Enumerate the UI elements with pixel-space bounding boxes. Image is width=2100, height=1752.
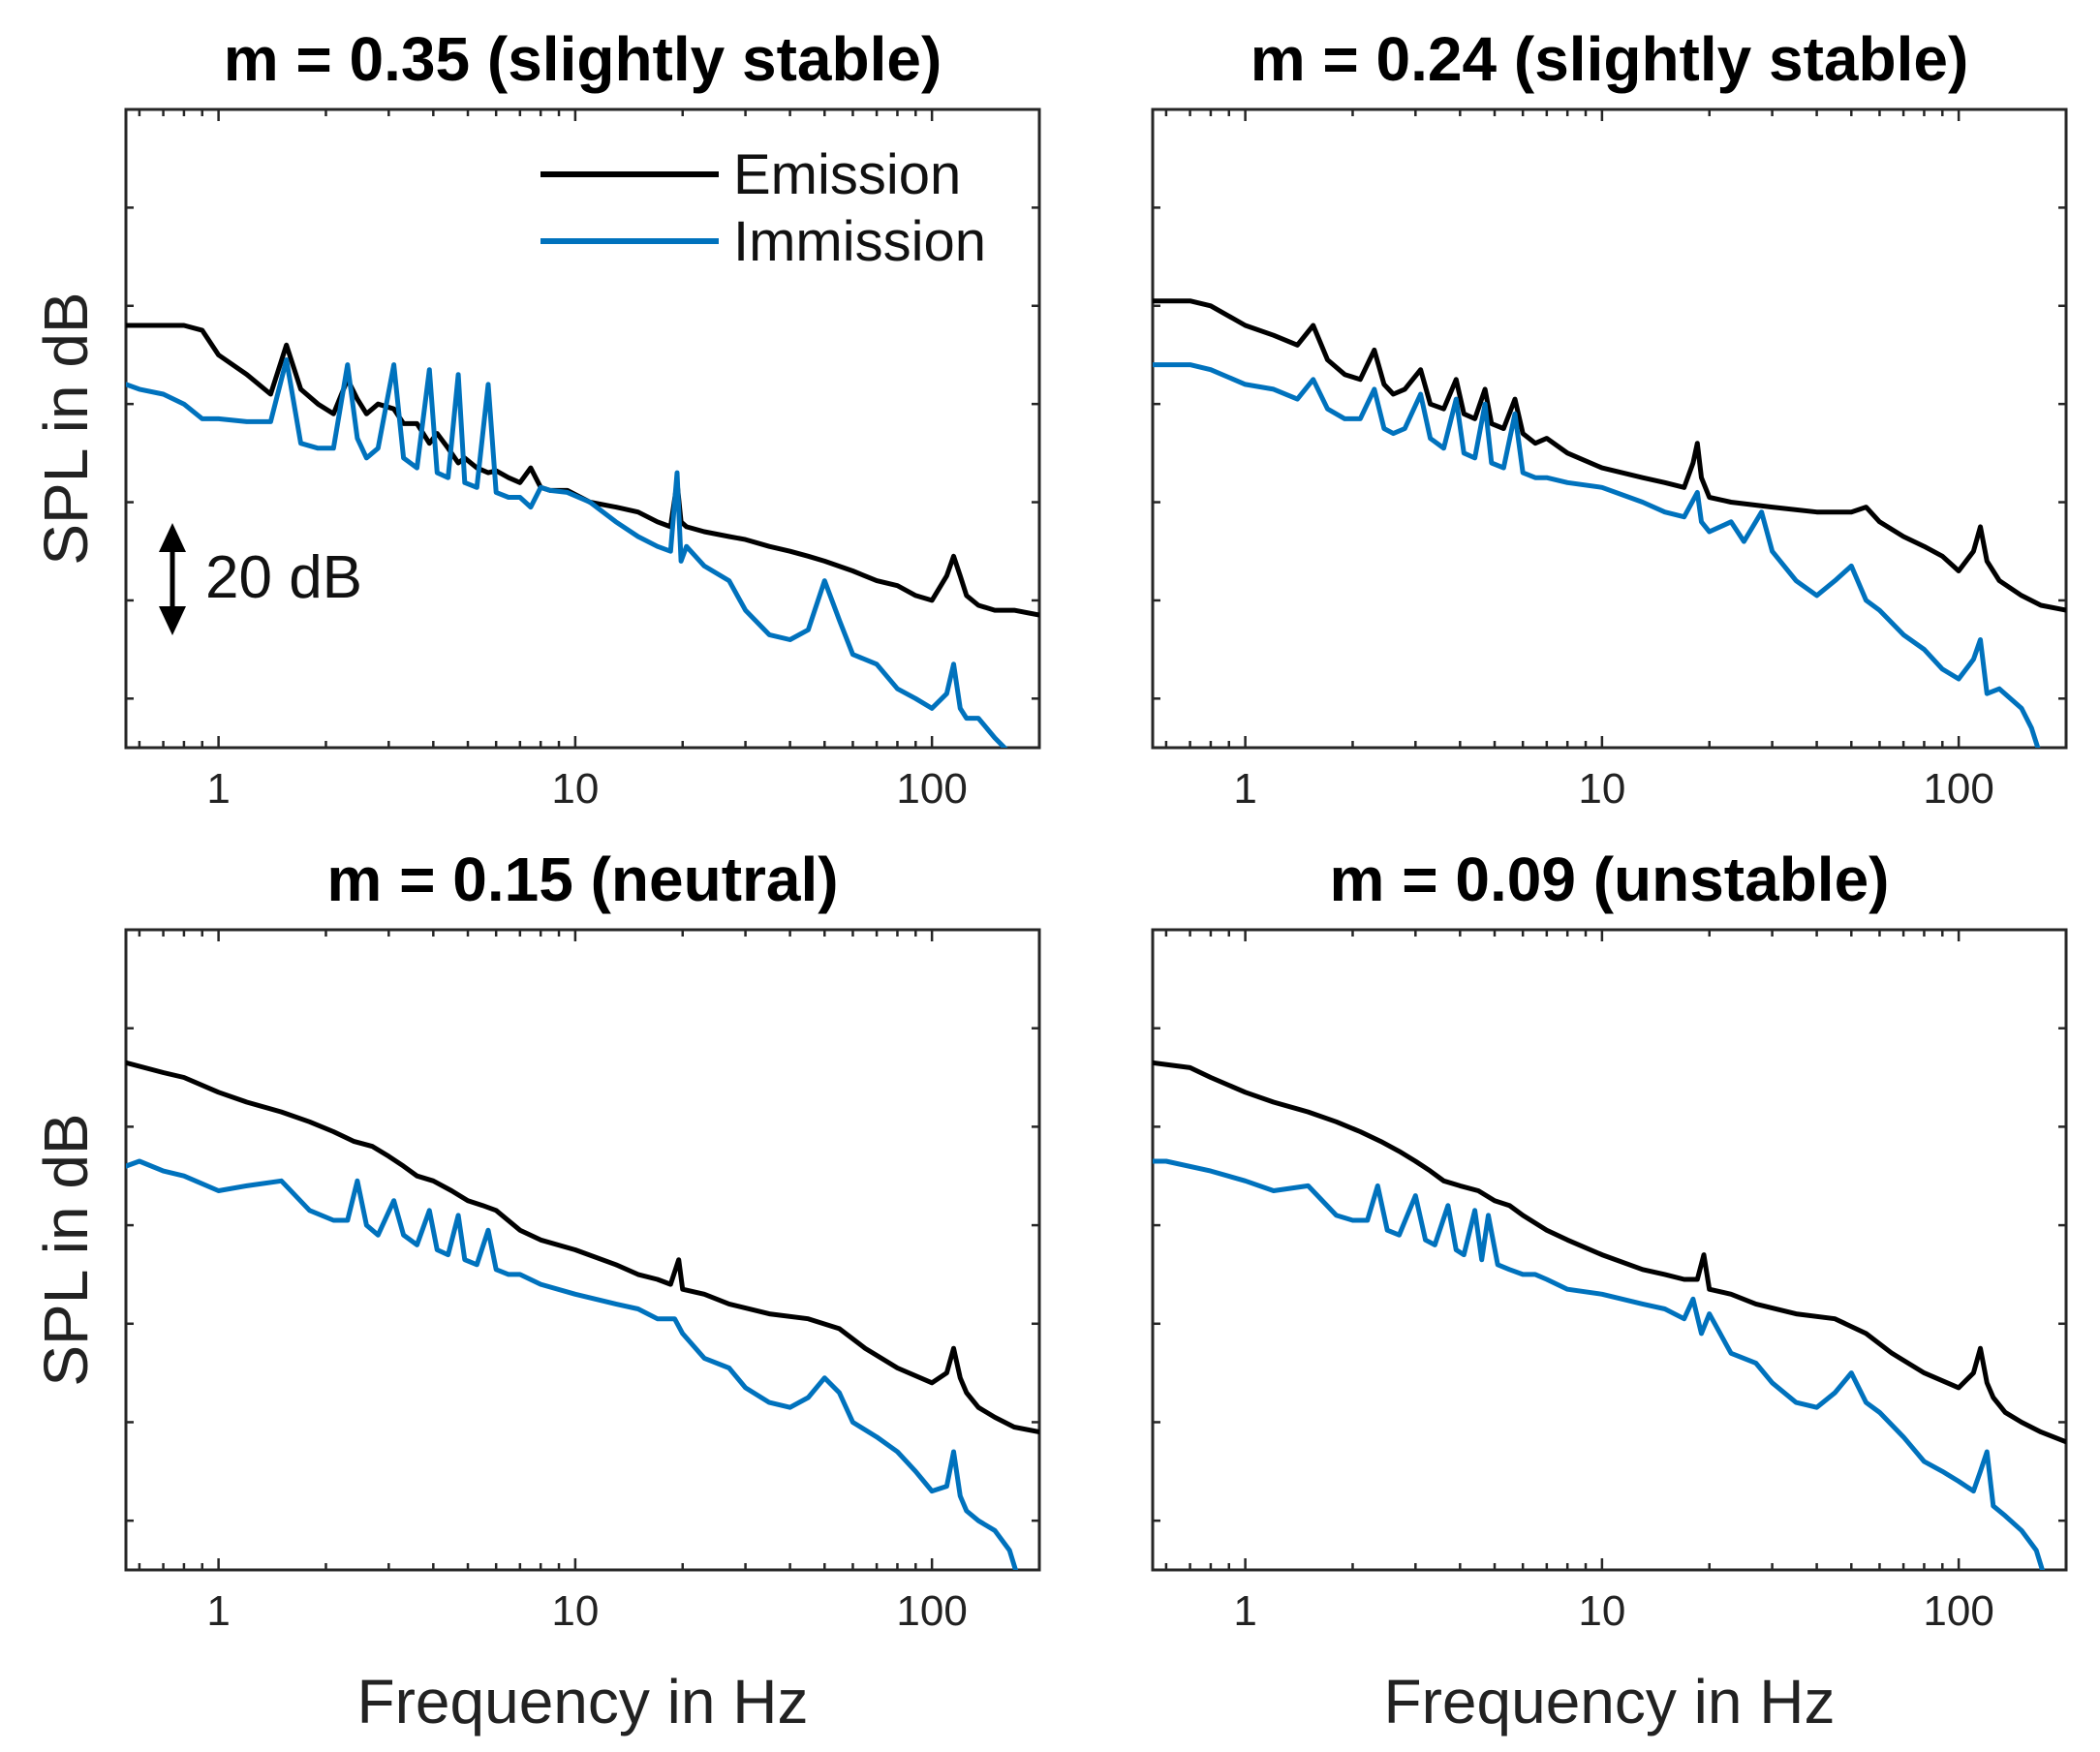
x-tick-label: 100: [1923, 1587, 1993, 1635]
x-axis-label: Frequency in Hz: [357, 1667, 809, 1737]
scale-bar-arrow-up-icon: [159, 523, 186, 552]
x-tick-label: 1: [206, 1587, 230, 1635]
x-tick-label: 1: [206, 765, 230, 813]
x-tick-label: 10: [1578, 765, 1625, 813]
series-line-emission: [1153, 1060, 2066, 1445]
scale-bar-20db: 20 dB: [159, 523, 362, 635]
y-axis-label: SPL in dB: [31, 292, 101, 565]
chart-panel-3: 1 10 100 m = 0.15 (neutral) SPL in dB Frequen…: [31, 845, 1041, 1737]
scale-bar-label: 20 dB: [205, 544, 362, 611]
plot-area-frame: [1151, 108, 2068, 750]
chart-panel-1: 1 10 100 m = 0.35 (slightly stable) SPL in d…: [31, 24, 1041, 813]
y-axis-label: SPL in dB: [31, 1113, 101, 1386]
x-tick-label: 100: [896, 1587, 967, 1635]
legend-label-emission: Emission: [733, 143, 961, 206]
chart-panel-2: 1 10 100 m = 0.24 (slightly stable): [1151, 24, 2068, 813]
x-tick-label: 1: [1233, 1587, 1256, 1635]
x-tick-label: 10: [551, 1587, 599, 1635]
x-tick-label: 1: [1233, 765, 1256, 813]
chart-title: m = 0.09 (unstable): [1330, 845, 1890, 914]
legend-label-immission: Immission: [733, 210, 986, 273]
scale-bar-arrow-down-icon: [159, 606, 186, 635]
x-tick-label: 10: [1578, 1587, 1625, 1635]
chart-title: m = 0.24 (slightly stable): [1251, 24, 1969, 94]
series-line-emission: [126, 1060, 1039, 1435]
plot-area-frame: [124, 928, 1041, 1572]
x-tick-label: 100: [896, 765, 967, 813]
series-line-emission: [1153, 298, 2066, 613]
x-tick-label: 100: [1923, 765, 1993, 813]
plot-area-frame: [1151, 928, 2068, 1572]
plot-area-frame: [124, 108, 1041, 750]
chart-title: m = 0.15 (neutral): [326, 845, 838, 914]
x-tick-label: 10: [551, 765, 599, 813]
x-axis-label: Frequency in Hz: [1384, 1667, 1836, 1737]
legend: Emission Immission: [540, 143, 986, 273]
series-line-immission: [126, 357, 1008, 748]
chart-panel-4: 1 10 100 m = 0.09 (unstable) Frequency in Hz: [1151, 845, 2068, 1737]
series-line-immission: [126, 1158, 1019, 1570]
series-line-immission: [1153, 1158, 2046, 1570]
chart-title: m = 0.35 (slightly stable): [224, 24, 942, 94]
series-line-immission: [1153, 362, 2041, 748]
